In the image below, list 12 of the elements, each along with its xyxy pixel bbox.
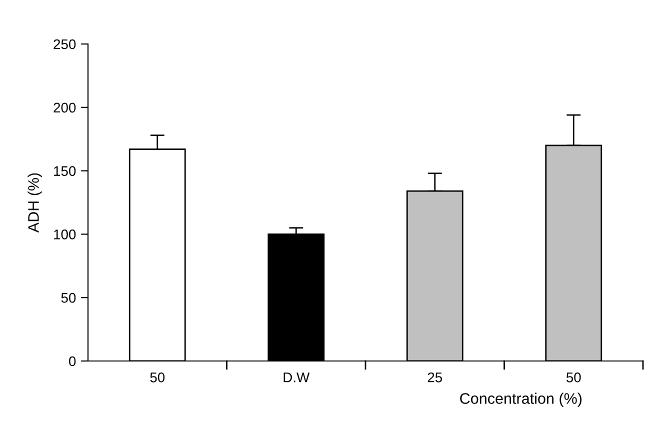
y-tick-label: 250 — [54, 39, 76, 50]
y-tick-label: 200 — [54, 102, 76, 113]
y-tick-label: 0 — [69, 356, 76, 366]
y-tick-label: 100 — [54, 230, 76, 240]
y-tick-label: 50 — [61, 292, 76, 303]
y-tick-label: 150 — [54, 166, 76, 176]
x-axis-title: Concentration (%) — [460, 392, 582, 407]
x-tick-label: 50 — [566, 372, 581, 382]
x-tick-label: 50 — [150, 372, 165, 382]
x-tick-label: 25 — [428, 372, 442, 382]
y-axis-title: ADH (%) — [28, 173, 42, 233]
x-tick-label: D.W — [284, 372, 310, 382]
